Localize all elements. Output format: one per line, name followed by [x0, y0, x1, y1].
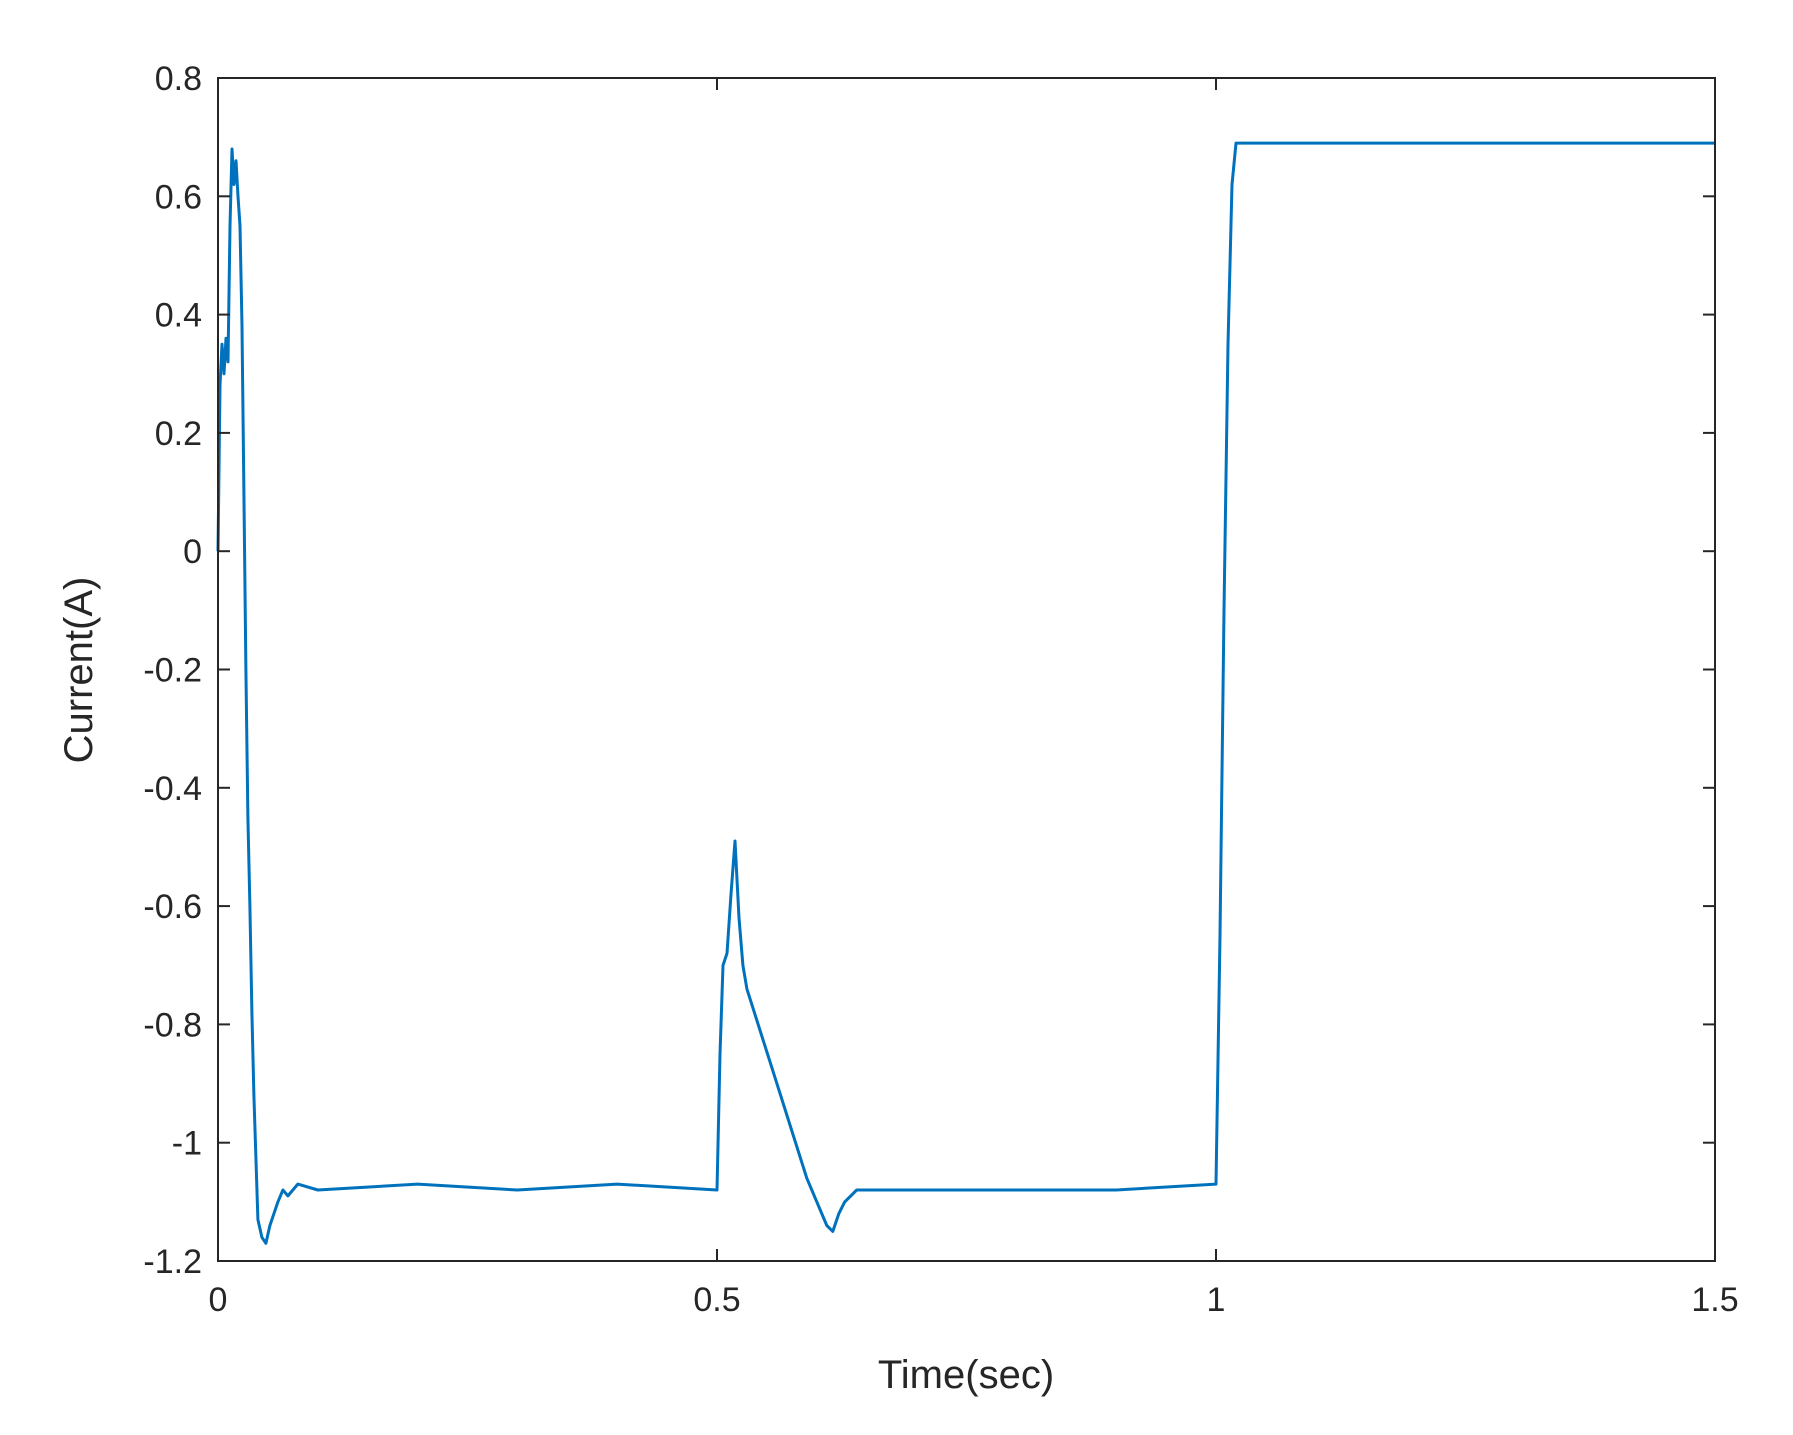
y-tick-label: 0.2: [155, 415, 202, 453]
x-tick-label: 1: [1207, 1281, 1226, 1319]
y-tick-label: 0.8: [155, 60, 202, 98]
y-tick-label: 0.6: [155, 178, 202, 216]
x-tick-label: 0.5: [693, 1281, 740, 1319]
series-layer: [216, 141, 1715, 1245]
y-tick-label: -0.6: [143, 888, 202, 926]
y-tick-label: -1.2: [143, 1243, 202, 1281]
plot-area: [218, 78, 1715, 1261]
y-tick-label: 0: [183, 533, 202, 571]
y-tick-label: 0.4: [155, 297, 202, 335]
plot-frame: [217, 77, 1716, 1262]
x-tick-label: 1.5: [1691, 1281, 1738, 1319]
y-tick-label: -0.2: [143, 652, 202, 690]
y-axis: 0.8 0.6 0.4 0.2 0 -0.2 -0.4 -0.6 -0.8 -1 -1.2: [143, 60, 1715, 1281]
x-tick-label: 0: [209, 1281, 228, 1319]
x-axis-label: Time(sec): [878, 1353, 1054, 1397]
series-line-0: [216, 141, 1715, 1245]
x-axis: 0 0.5 1 1.5: [209, 78, 1739, 1319]
y-tick-label: -0.8: [143, 1006, 202, 1044]
y-axis-label: Current(A): [57, 577, 101, 764]
y-tick-label: -0.4: [143, 770, 202, 808]
y-tick-label: -1: [172, 1125, 202, 1163]
